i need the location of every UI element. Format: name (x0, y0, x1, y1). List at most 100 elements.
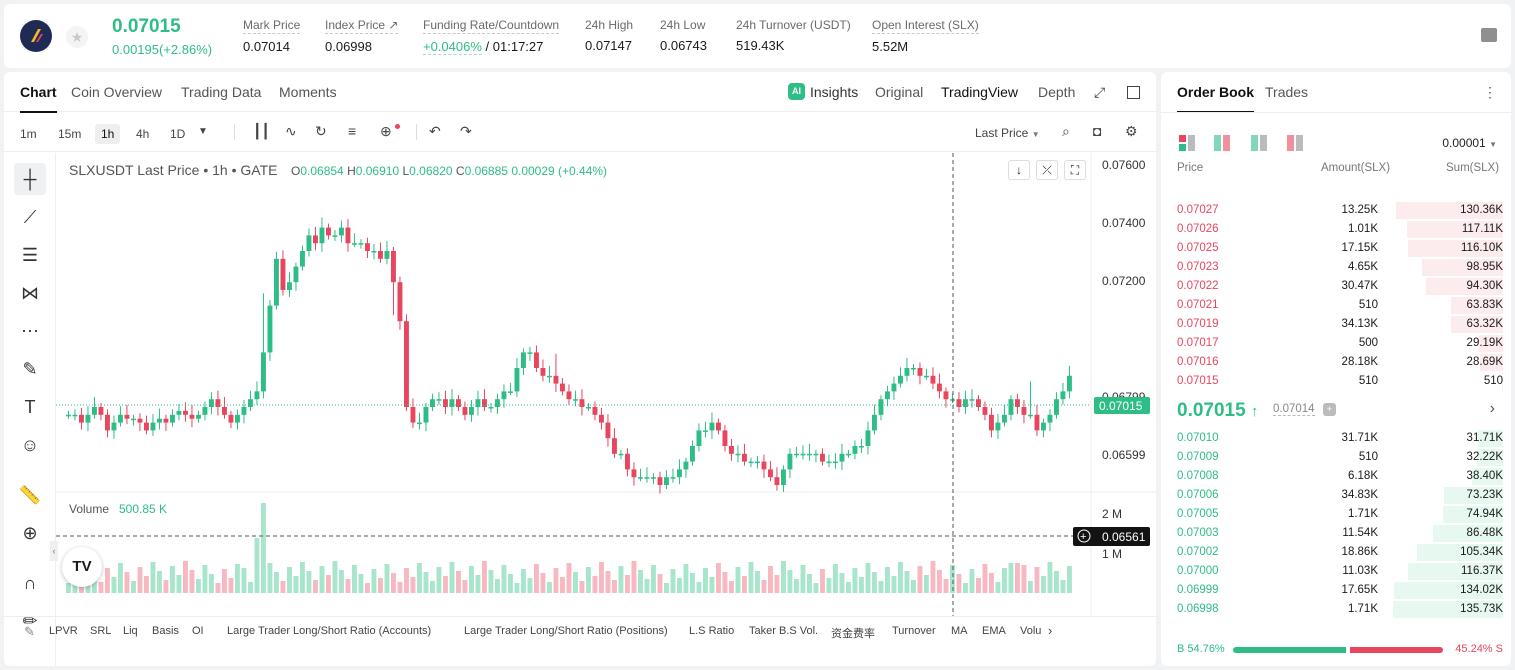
indicator-oi[interactable]: OI (192, 625, 204, 637)
order-price[interactable]: 0.06998 (1177, 603, 1219, 615)
order-price[interactable]: 0.07002 (1177, 546, 1219, 558)
more-options-icon[interactable]: ⋮ (1483, 84, 1497, 100)
camera-icon[interactable]: ◘ (1093, 123, 1102, 139)
bid-row[interactable]: 0.07000 11.03K 116.37K (1171, 562, 1503, 581)
window-icon[interactable] (1127, 86, 1140, 99)
indicator-ma[interactable]: MA (951, 625, 968, 637)
bid-row[interactable]: 0.07002 18.86K 105.34K (1171, 543, 1503, 562)
funding-rate-value[interactable]: +0.0406% (423, 39, 482, 55)
timeframe-1m[interactable]: 1m (20, 127, 37, 141)
indicator-basis[interactable]: Basis (152, 625, 179, 637)
bid-row[interactable]: 0.07006 34.83K 73.23K (1171, 486, 1503, 505)
indicator-funding[interactable]: 资金费率 (831, 628, 875, 640)
stat-label[interactable]: Index Price ↗ (325, 18, 399, 34)
tab-chart[interactable]: Chart (20, 84, 57, 113)
replay-icon[interactable]: ↻ (315, 123, 327, 139)
view-both-icon[interactable] (1179, 135, 1195, 151)
bid-row[interactable]: 0.07009 510 32.22K (1171, 448, 1503, 467)
mid-mark-price[interactable]: 0.07014 (1273, 403, 1315, 416)
favorite-star-icon[interactable]: ★ (66, 26, 88, 48)
indicator-ls-accounts[interactable]: Large Trader Long/Short Ratio (Accounts) (227, 625, 432, 637)
view-asks-icon[interactable] (1287, 135, 1303, 151)
ruler-icon[interactable]: 📏 (18, 485, 42, 505)
order-price[interactable]: 0.07015 (1177, 375, 1219, 387)
indicator-lpvr[interactable]: LPVR (49, 625, 78, 637)
fib-icon[interactable]: ⋯ (21, 321, 39, 341)
indicator-turnover[interactable]: Turnover (892, 625, 936, 637)
indicator-liq[interactable]: Liq (123, 625, 138, 637)
ask-row[interactable]: 0.07021 510 63.83K (1171, 296, 1503, 315)
precision-select[interactable]: 0.00001 ▼ (1442, 136, 1497, 150)
tab-insights[interactable]: Insights (810, 84, 859, 100)
brush-icon[interactable]: ✎ (22, 359, 38, 379)
tab-trading-data[interactable]: Trading Data (181, 84, 262, 100)
tradingview-logo-icon[interactable]: TV (62, 547, 102, 587)
order-price[interactable]: 0.07008 (1177, 470, 1219, 482)
expand-icon[interactable]: ⤢ (1094, 84, 1106, 100)
ask-row[interactable]: 0.07026 1.01K 117.11K (1171, 220, 1503, 239)
crosshair-icon[interactable]: ┼ (14, 163, 46, 195)
trend-line-icon[interactable]: ⟋ (23, 207, 37, 227)
ask-row[interactable]: 0.07025 17.15K 116.10K (1171, 239, 1503, 258)
add-alert-icon[interactable]: ⊕ (380, 123, 392, 139)
ask-row[interactable]: 0.07023 4.65K 98.95K (1171, 258, 1503, 277)
price-type-select[interactable]: Last Price ▼ (975, 126, 1040, 140)
order-price[interactable]: 0.07025 (1177, 242, 1219, 254)
order-price[interactable]: 0.07016 (1177, 356, 1219, 368)
tab-tradingview[interactable]: TradingView (941, 84, 1019, 100)
order-price[interactable]: 0.07027 (1177, 204, 1219, 216)
collapse-sidebar-icon[interactable]: ‹ (50, 541, 58, 561)
indicator-volume[interactable]: Volu (1020, 625, 1042, 637)
collapse-icon[interactable]: ⤫ (1036, 160, 1058, 180)
indicator-ls-positions[interactable]: Large Trader Long/Short Ratio (Positions… (464, 625, 668, 637)
order-price[interactable]: 0.06999 (1177, 584, 1219, 596)
templates-icon[interactable]: ≡ (348, 123, 357, 139)
search-icon[interactable]: ⌕ (1062, 123, 1070, 139)
indicator-ema[interactable]: EMA (982, 625, 1006, 637)
chevron-right-icon[interactable]: › (1048, 623, 1053, 638)
ask-row[interactable]: 0.07017 500 29.19K (1171, 334, 1503, 353)
fullscreen-icon[interactable]: ⛶ (1064, 160, 1086, 180)
order-price[interactable]: 0.07022 (1177, 280, 1219, 292)
tab-moments[interactable]: Moments (279, 84, 337, 100)
bid-row[interactable]: 0.07008 6.18K 38.40K (1171, 467, 1503, 486)
bid-row[interactable]: 0.07003 11.54K 86.48K (1171, 524, 1503, 543)
settings-gear-icon[interactable]: ⚙ (1125, 123, 1138, 139)
order-price[interactable]: 0.07010 (1177, 432, 1219, 444)
order-price[interactable]: 0.07006 (1177, 489, 1219, 501)
order-price[interactable]: 0.07005 (1177, 508, 1219, 520)
book-icon[interactable] (1481, 28, 1497, 42)
ask-row[interactable]: 0.07027 13.25K 130.36K (1171, 201, 1503, 220)
magnet-icon[interactable]: ∩ (23, 573, 37, 593)
bid-row[interactable]: 0.06998 1.71K 135.73K (1171, 600, 1503, 619)
bid-row[interactable]: 0.07010 31.71K 31.71K (1171, 429, 1503, 448)
tab-order-book[interactable]: Order Book (1177, 84, 1255, 113)
emoji-icon[interactable]: ☺ (20, 435, 40, 455)
tab-coin-overview[interactable]: Coin Overview (71, 84, 163, 100)
timeframe-dropdown-icon[interactable]: ▼ (198, 126, 208, 137)
timeframe-1d[interactable]: 1D (170, 127, 186, 141)
ask-row[interactable]: 0.07015 510 510 (1171, 372, 1503, 391)
timeframe-1h[interactable]: 1h (95, 124, 121, 144)
order-price[interactable]: 0.07000 (1177, 565, 1219, 577)
indicator-srl[interactable]: SRL (90, 625, 112, 637)
indicator-taker-vol[interactable]: Taker B.S Vol. (749, 625, 819, 637)
redo-icon[interactable]: ↷ (460, 123, 472, 139)
timeframe-15m[interactable]: 15m (58, 127, 82, 141)
ask-row[interactable]: 0.07019 34.13K 63.32K (1171, 315, 1503, 334)
scroll-down-icon[interactable]: ↓ (1008, 160, 1030, 180)
ask-row[interactable]: 0.07016 28.18K 28.69K (1171, 353, 1503, 372)
indicator-ls-ratio[interactable]: L.S Ratio (689, 625, 735, 637)
order-price[interactable]: 0.07019 (1177, 318, 1219, 330)
order-price[interactable]: 0.07026 (1177, 223, 1219, 235)
order-price[interactable]: 0.07021 (1177, 299, 1219, 311)
bid-row[interactable]: 0.07005 1.71K 74.94K (1171, 505, 1503, 524)
zoom-in-icon[interactable]: ⊕ (22, 523, 38, 543)
candle-type-icon[interactable]: ┃┃ (253, 123, 270, 139)
text-tool-icon[interactable]: T (24, 397, 36, 417)
bid-row[interactable]: 0.06999 17.65K 134.02K (1171, 581, 1503, 600)
ai-insights-icon[interactable]: AI (788, 83, 805, 100)
order-price[interactable]: 0.07023 (1177, 261, 1219, 273)
timeframe-4h[interactable]: 4h (136, 127, 150, 141)
